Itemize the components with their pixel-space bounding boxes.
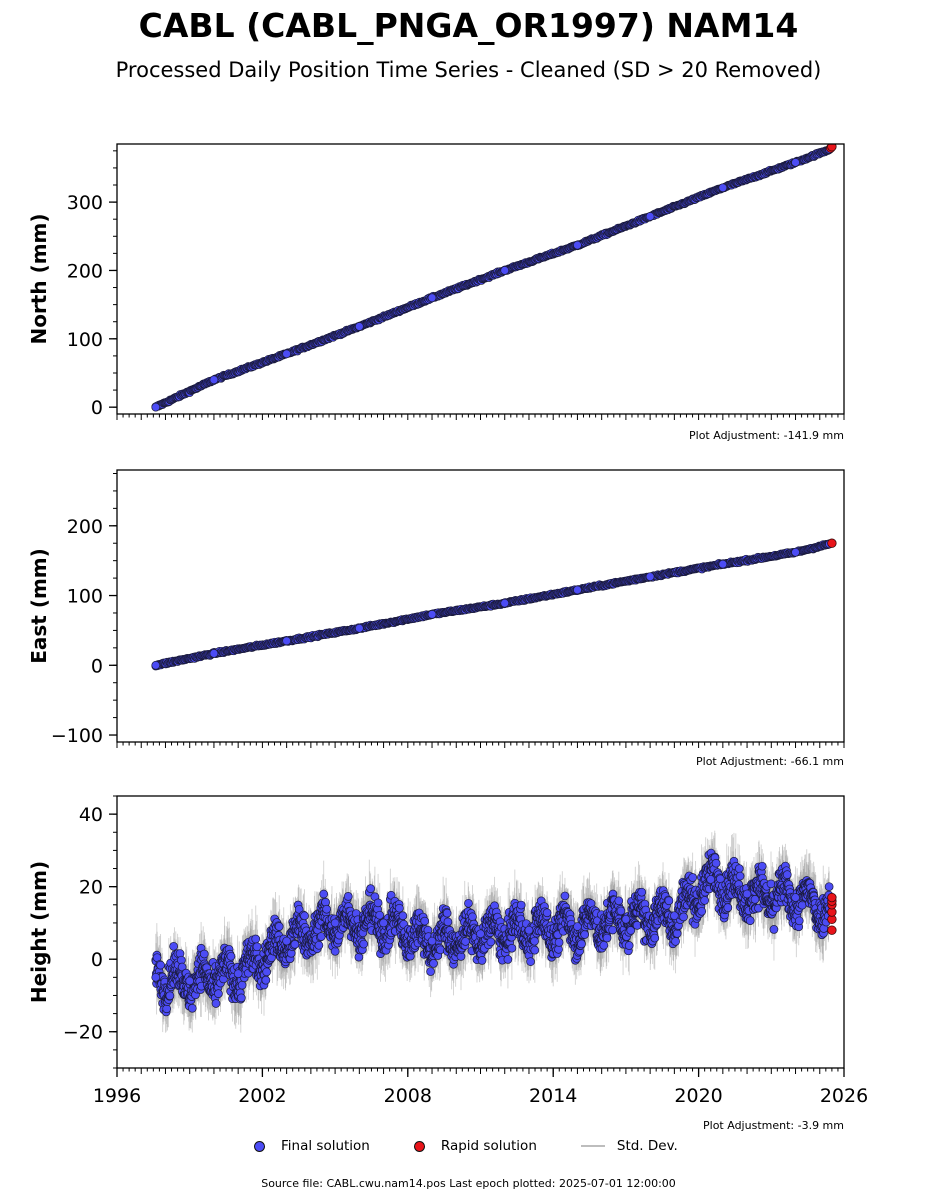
y-tick-label: 300 [67,192,103,214]
final-point [262,967,272,977]
north-final-point [791,158,800,167]
north-final-point [427,293,437,303]
north-final-point [209,375,219,385]
east-final-point [573,585,582,595]
east-final-point [718,559,728,569]
final-point [165,991,175,1001]
north-final-point [500,266,510,275]
north-final-point [354,322,364,331]
north-final-point [573,240,582,250]
east-final-point [500,598,510,608]
y-tick-label: 100 [67,586,103,608]
east-final-point [427,610,437,619]
final-point [237,980,247,990]
final-point [226,951,236,961]
east-final-point [282,636,291,646]
east-y-axis-label: East (mm) [27,548,51,664]
final-point [187,1003,197,1013]
y-tick-label: 200 [67,260,103,282]
final-point [199,949,209,959]
north-panel: 0 100 200 300 North (mm) [27,143,845,420]
final-point [169,941,178,951]
east-panel: −100 0 100 200 East (mm) [27,469,845,748]
north-rapid-point [827,144,837,152]
north-x-ticks [116,414,845,420]
final-point [251,934,261,944]
y-tick-label: 0 [91,655,103,677]
final-point [274,922,284,931]
east-x-ticks [116,742,845,748]
final-point [211,999,221,1008]
y-tick-label: 100 [67,329,103,351]
y-tick-label: 200 [67,516,103,538]
east-y-ticks: −100 0 100 200 [51,472,117,747]
east-final-point [354,623,364,633]
final-point [290,939,300,949]
north-final-point [151,402,161,412]
north-data-layer [151,144,837,412]
north-final-point [718,183,728,193]
north-y-ticks: 0 100 200 300 [67,150,117,419]
east-data-layer [151,538,837,671]
final-point [162,1004,172,1014]
east-final-point [151,660,161,670]
east-final-point [791,547,800,557]
final-point [261,975,271,985]
final-point [252,942,262,952]
north-y-axis-label: North (mm) [27,213,51,344]
east-rapid-point [827,538,837,548]
north-final-point [645,212,655,221]
final-point [236,993,246,1003]
east-final-point [645,572,655,582]
height-data-layer [151,830,837,1033]
y-tick-label: −100 [51,725,103,747]
east-final-point [209,649,219,658]
north-final-point [282,349,291,359]
y-tick-label: 0 [91,397,103,419]
final-point [156,960,165,970]
final-point [214,989,223,999]
